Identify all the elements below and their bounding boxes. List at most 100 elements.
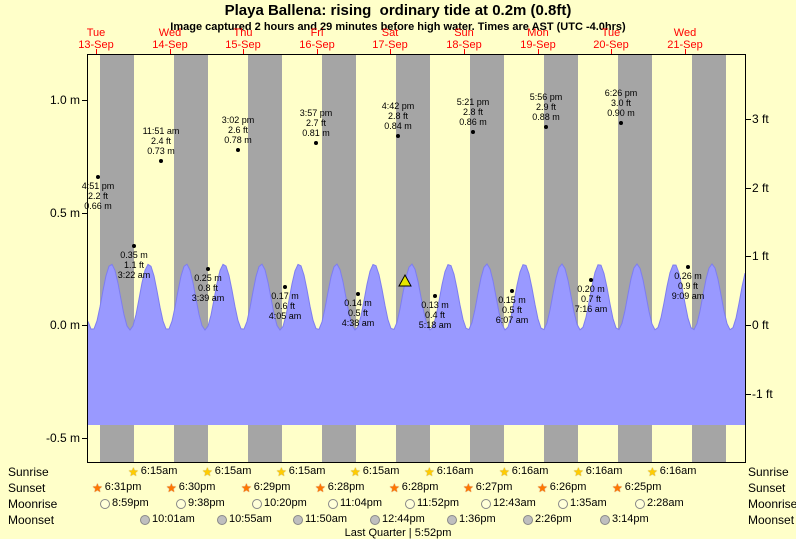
almanac-time: 6:31pm bbox=[104, 481, 142, 493]
moonset-circle-icon bbox=[523, 514, 533, 525]
day-label: Fri 16-Sep bbox=[285, 27, 349, 51]
almanac-time: 12:43am bbox=[493, 497, 536, 509]
tide-label-line: 3:22 am bbox=[117, 270, 151, 281]
tide-label-line: 0.88 m bbox=[532, 112, 560, 122]
almanac-event: 8:59pm bbox=[100, 497, 149, 510]
day-tick bbox=[538, 49, 539, 54]
tide-label-line: 0.73 m bbox=[147, 145, 175, 156]
y-axis-label-right: 0 ft bbox=[752, 318, 769, 332]
almanac-time: 10:55am bbox=[229, 513, 272, 525]
almanac-event: 1:35am bbox=[558, 497, 607, 510]
high-tide-dot bbox=[471, 129, 475, 134]
sunset-star-icon: ★ bbox=[92, 480, 103, 495]
high-tide-label: 3:57 pm 2.7 ft 0.81 m bbox=[287, 108, 345, 138]
day-weekday: Sun bbox=[454, 27, 474, 39]
almanac-time: 6:28pm bbox=[327, 481, 365, 493]
almanac-event: ★ 6:26pm bbox=[537, 481, 586, 494]
day-tick bbox=[243, 49, 244, 54]
almanac-time: 3:14pm bbox=[612, 513, 649, 525]
almanac-event: 2:26pm bbox=[523, 513, 572, 526]
almanac-time: 6:15am bbox=[288, 465, 326, 477]
almanac-time: 6:16am bbox=[511, 465, 549, 477]
tide-label-line: 0.90 m bbox=[607, 107, 635, 118]
low-tide-label: 0.26 m 0.9 ft 9:09 am bbox=[659, 271, 717, 301]
almanac-event: ★ 6:15am bbox=[202, 465, 251, 478]
day-date: 21-Sep bbox=[667, 39, 703, 51]
tide-label-line: 0.17 m bbox=[271, 290, 299, 301]
tide-label-line: 0.8 ft bbox=[197, 282, 218, 293]
almanac-event: ★ 6:29pm bbox=[241, 481, 290, 494]
tide-label-line: 0.86 m bbox=[459, 116, 487, 127]
almanac-event: 1:36pm bbox=[447, 513, 496, 526]
almanac-time: 6:16am bbox=[436, 465, 474, 477]
y-axis-tick-right bbox=[746, 393, 751, 395]
low-tide-label: 0.14 m 0.5 ft 4:38 am bbox=[329, 298, 387, 328]
tide-label-line: 0.14 m bbox=[344, 297, 372, 308]
almanac-event: ★ 6:16am bbox=[573, 465, 622, 478]
y-axis-label-right: 3 ft bbox=[752, 112, 769, 127]
tide-label-line: 3.0 ft bbox=[610, 97, 631, 108]
almanac-event: 10:20pm bbox=[252, 497, 307, 510]
tide-label-line: 0.25 m bbox=[194, 272, 222, 283]
y-axis-tick-left bbox=[82, 325, 87, 326]
tide-label-line: 3:02 pm bbox=[221, 114, 255, 125]
tide-label-line: 1.1 ft bbox=[123, 260, 144, 271]
high-tide-label: 4:42 pm 2.8 ft 0.84 m bbox=[369, 101, 427, 131]
day-tick bbox=[170, 49, 171, 54]
high-tide-label: 4:51 pm 2.2 ft 0.66 m bbox=[69, 181, 127, 211]
low-tide-label: 0.20 m 0.7 ft 7:16 am bbox=[562, 284, 620, 314]
y-axis-tick-right bbox=[746, 325, 751, 326]
day-label: Tue 20-Sep bbox=[579, 27, 643, 51]
tide-label-line: 2.8 ft bbox=[462, 106, 483, 117]
day-weekday: Wed bbox=[673, 27, 697, 39]
y-axis-tick-right bbox=[746, 119, 751, 121]
day-weekday: Sat bbox=[381, 27, 399, 39]
tide-label-line: 0.15 m bbox=[498, 295, 526, 306]
tide-label-line: 0.66 m bbox=[84, 200, 112, 211]
day-label: Tue 13-Sep bbox=[64, 27, 128, 51]
y-axis-label-left: -0.5 m bbox=[45, 430, 80, 445]
tide-label-line: 2.7 ft bbox=[305, 117, 326, 128]
tide-label-line: 0.78 m bbox=[224, 134, 252, 145]
almanac-event: ★ 6:16am bbox=[424, 465, 473, 478]
day-date: 18-Sep bbox=[446, 39, 482, 51]
almanac-time: 6:15am bbox=[362, 465, 400, 477]
day-tick bbox=[464, 49, 465, 54]
sunset-star-icon: ★ bbox=[463, 480, 474, 495]
moonset-circle-icon bbox=[217, 514, 227, 525]
tide-label-line: 5:21 pm bbox=[456, 96, 490, 107]
tide-label-line: 7:16 am bbox=[574, 304, 608, 314]
tide-label-line: 4:38 am bbox=[341, 317, 375, 328]
tide-label-line: 3:57 pm bbox=[299, 107, 333, 118]
high-tide-dot bbox=[96, 174, 100, 179]
day-tick bbox=[611, 49, 612, 54]
almanac-time: 1:36pm bbox=[459, 513, 496, 525]
almanac-row-label-right: Sunrise bbox=[748, 465, 789, 479]
almanac-time: 12:44pm bbox=[382, 513, 425, 525]
sunset-star-icon: ★ bbox=[166, 480, 177, 495]
almanac-row-label-left: Sunrise bbox=[8, 465, 49, 479]
almanac-time: 9:38pm bbox=[188, 497, 225, 509]
almanac-event: 10:01am bbox=[140, 513, 195, 526]
almanac-event: ★ 6:31pm bbox=[92, 481, 141, 494]
almanac-time: 6:16am bbox=[659, 465, 697, 477]
high-tide-dot bbox=[544, 125, 548, 129]
tide-curve-line bbox=[88, 263, 745, 331]
tide-label-line: 0.5 ft bbox=[347, 307, 368, 318]
day-weekday: Tue bbox=[86, 27, 106, 39]
low-tide-dot bbox=[433, 293, 437, 298]
day-label: Wed 21-Sep bbox=[653, 27, 717, 51]
sunrise-star-icon: ★ bbox=[350, 464, 361, 479]
tide-label-line: 6:26 pm bbox=[604, 87, 638, 98]
current-tide-marker-icon bbox=[398, 273, 412, 287]
y-axis-tick-right bbox=[746, 256, 751, 258]
almanac-event: 9:38pm bbox=[176, 497, 225, 510]
sunrise-star-icon: ★ bbox=[424, 464, 435, 479]
high-tide-label: 6:26 pm 3.0 ft 0.90 m bbox=[592, 88, 650, 118]
high-tide-label: 5:21 pm 2.8 ft 0.86 m bbox=[444, 97, 502, 127]
almanac-event: 3:14pm bbox=[600, 513, 649, 526]
almanac-row-label-right: Moonset bbox=[748, 513, 795, 527]
tide-label-line: 0.5 ft bbox=[501, 305, 522, 316]
sunrise-star-icon: ★ bbox=[647, 464, 658, 479]
